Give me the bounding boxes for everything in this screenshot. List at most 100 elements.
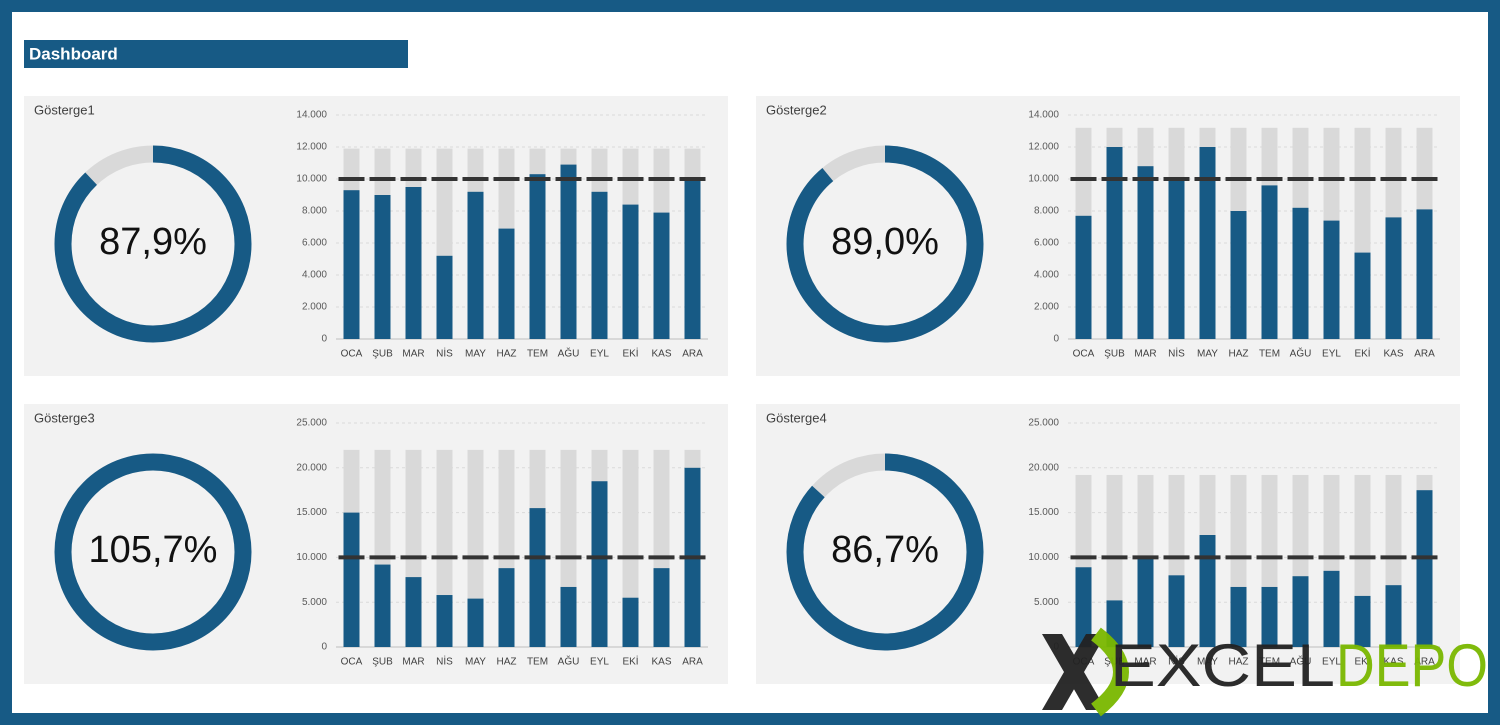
x-tick-label: ARA: [1414, 657, 1435, 668]
donut-arc: [54, 453, 252, 651]
logo-d: [1090, 627, 1129, 717]
y-tick-label: 10.000: [1028, 174, 1059, 185]
x-tick-label: MAY: [465, 349, 486, 360]
x-tick-label: MAY: [465, 657, 486, 668]
bar: [498, 228, 515, 339]
y-tick-label: 25.000: [296, 418, 327, 429]
x-tick-label: OCA: [341, 657, 363, 668]
x-tick-label: NİS: [436, 347, 453, 360]
bar: [374, 564, 391, 647]
donut-arc: [786, 453, 984, 651]
y-tick-label: 12.000: [1028, 142, 1059, 153]
bar: [1106, 600, 1123, 647]
x-tick-label: MAY: [1197, 349, 1218, 360]
bar: [560, 164, 577, 339]
bar: [343, 512, 360, 647]
watermark: EXCEL DEPO: [1042, 627, 1488, 717]
x-tick-label: TEM: [527, 349, 548, 360]
x-tick-label: HAZ: [1229, 657, 1249, 668]
y-tick-label: 2.000: [1034, 302, 1059, 313]
x-tick-label: AĞU: [558, 347, 580, 360]
dashboard-title: Dashboard: [29, 44, 118, 63]
y-tick-label: 5.000: [1034, 597, 1059, 608]
bar: [1354, 595, 1371, 647]
x-tick-label: ARA: [682, 349, 703, 360]
x-tick-label: TEM: [1259, 657, 1280, 668]
panel-title: Gösterge3: [34, 410, 95, 425]
bar: [1199, 147, 1216, 339]
y-tick-label: 20.000: [296, 462, 327, 473]
bar: [1323, 570, 1340, 647]
watermark-right: DEPO: [1336, 632, 1488, 699]
bar: [1168, 180, 1185, 339]
x-tick-label: ARA: [1414, 349, 1435, 360]
x-tick-label: ARA: [682, 657, 703, 668]
x-tick-label: EKİ: [622, 655, 638, 668]
bar: [653, 212, 670, 339]
bar: [1199, 535, 1216, 647]
x-tick-label: EYL: [590, 657, 609, 668]
y-tick-label: 4.000: [1034, 270, 1059, 281]
x-tick-label: ŞUB: [372, 657, 393, 668]
bar: [1323, 220, 1340, 339]
y-tick-label: 10.000: [296, 552, 327, 563]
x-tick-label: MAR: [1134, 657, 1156, 668]
bar: [1168, 575, 1185, 647]
bar: [436, 595, 453, 647]
bar: [343, 190, 360, 339]
bar: [591, 481, 608, 647]
x-tick-label: MAR: [1134, 349, 1156, 360]
y-tick-label: 8.000: [302, 206, 327, 217]
bar: [653, 568, 670, 647]
bar: [1354, 252, 1371, 339]
x-tick-label: KAS: [1383, 349, 1403, 360]
bar: [1230, 211, 1247, 339]
x-tick-label: OCA: [341, 349, 363, 360]
x-tick-label: AĞU: [1290, 655, 1312, 668]
bar: [684, 180, 701, 339]
panel-title: Gösterge4: [766, 410, 827, 425]
y-tick-label: 15.000: [1028, 507, 1059, 518]
y-tick-label: 14.000: [296, 110, 327, 121]
bar: [1416, 490, 1433, 647]
x-tick-label: HAZ: [1229, 349, 1249, 360]
y-tick-label: 2.000: [302, 302, 327, 313]
y-tick-label: 10.000: [1028, 552, 1059, 563]
y-tick-label: 0: [321, 642, 327, 653]
panel-title: Gösterge2: [766, 102, 827, 117]
x-tick-label: HAZ: [497, 349, 517, 360]
x-tick-label: OCA: [1073, 349, 1095, 360]
y-tick-label: 0: [1053, 334, 1059, 345]
bar: [1292, 576, 1309, 647]
y-tick-label: 6.000: [1034, 238, 1059, 249]
bar: [622, 204, 639, 339]
x-tick-label: MAR: [402, 657, 424, 668]
logo-x: [1042, 634, 1106, 710]
bar: [1137, 557, 1154, 647]
bar: [1261, 185, 1278, 339]
x-tick-label: TEM: [527, 657, 548, 668]
x-tick-label: TEM: [1259, 349, 1280, 360]
y-tick-label: 0: [321, 334, 327, 345]
y-tick-label: 15.000: [296, 507, 327, 518]
x-tick-label: EKİ: [622, 347, 638, 360]
x-tick-label: NİS: [1168, 655, 1185, 668]
bar: [560, 586, 577, 647]
x-tick-label: AĞU: [558, 655, 580, 668]
x-tick-label: EYL: [590, 349, 609, 360]
bar: [1416, 209, 1433, 339]
x-tick-label: KAS: [651, 657, 671, 668]
y-tick-label: 10.000: [296, 174, 327, 185]
x-tick-label: KAS: [651, 349, 671, 360]
bar: [1385, 217, 1402, 339]
donut-label: 89,0%: [831, 221, 939, 263]
y-tick-label: 12.000: [296, 142, 327, 153]
bar: [1292, 207, 1309, 339]
y-tick-label: 25.000: [1028, 418, 1059, 429]
x-tick-label: ŞUB: [1104, 349, 1125, 360]
bar: [467, 449, 484, 647]
bar: [529, 174, 546, 339]
y-tick-label: 20.000: [1028, 462, 1059, 473]
